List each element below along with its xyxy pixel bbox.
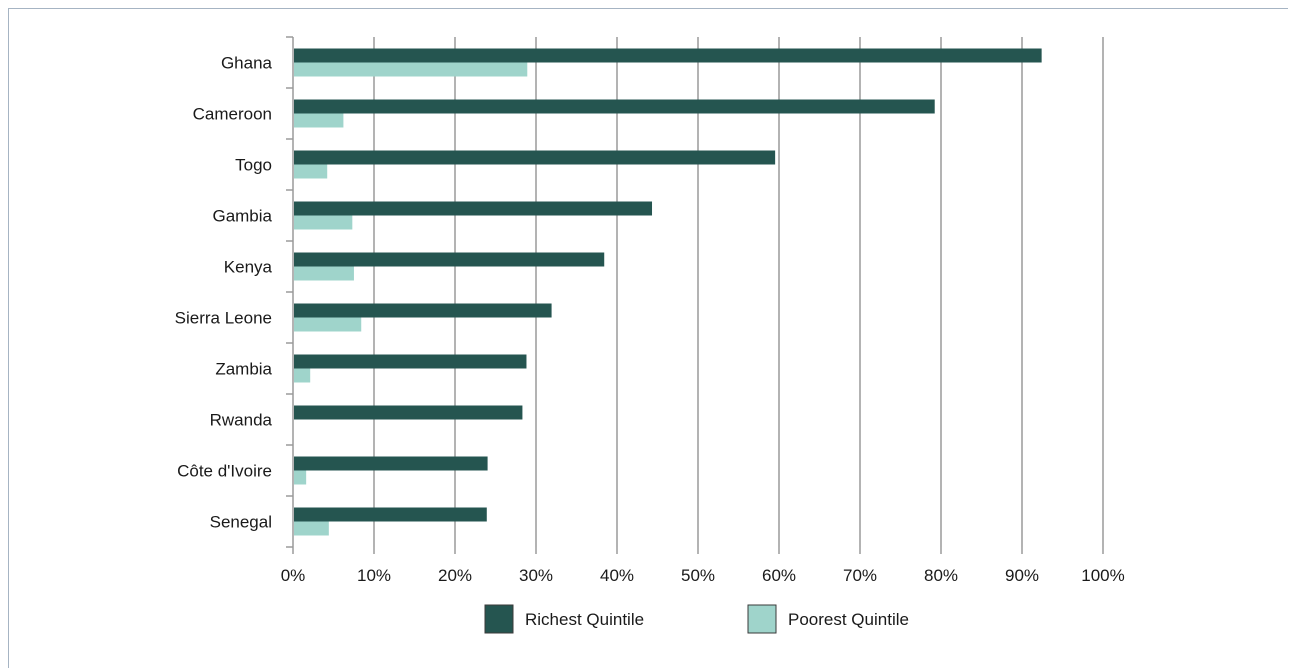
category-label: Zambia xyxy=(215,360,272,379)
bar-richest xyxy=(294,456,488,471)
gridlines xyxy=(373,37,1104,547)
x-tick-label: 10% xyxy=(357,566,391,585)
x-tick-label: 60% xyxy=(762,566,796,585)
category-labels: Ghana Cameroon Togo Gambia Kenya Sierra Leone… xyxy=(175,54,273,532)
bar-poorest xyxy=(294,62,528,77)
x-tick-label: 50% xyxy=(681,566,715,585)
legend-label-richest: Richest Quintile xyxy=(525,610,644,629)
bar-richest xyxy=(294,405,523,420)
bar-richest xyxy=(294,99,935,114)
x-tick-label: 20% xyxy=(438,566,472,585)
x-tick-label: 100% xyxy=(1081,566,1124,585)
bar-richest xyxy=(294,201,653,216)
bar-richest xyxy=(294,252,605,267)
category-label: Togo xyxy=(235,156,272,175)
x-tick-label: 30% xyxy=(519,566,553,585)
category-label: Kenya xyxy=(224,258,273,277)
bar-richest xyxy=(294,150,776,165)
bar-poorest xyxy=(294,215,353,230)
bar-poorest xyxy=(294,113,344,128)
bar-poorest xyxy=(294,470,307,485)
legend-label-poorest: Poorest Quintile xyxy=(788,610,909,629)
axes xyxy=(286,36,1104,554)
category-label: Senegal xyxy=(210,513,272,532)
category-label: Ghana xyxy=(221,54,273,73)
category-label: Sierra Leone xyxy=(175,309,272,328)
x-tick-label: 80% xyxy=(924,566,958,585)
legend-swatch-richest xyxy=(484,604,514,634)
bar-poorest xyxy=(294,521,329,536)
bar-richest xyxy=(294,354,527,369)
bar-richest xyxy=(294,303,552,318)
x-tick-label: 90% xyxy=(1005,566,1039,585)
x-tick-label: 0% xyxy=(281,566,306,585)
category-label: Gambia xyxy=(212,207,272,226)
bar-poorest xyxy=(294,266,354,281)
bar-poorest xyxy=(294,317,362,332)
category-label: Rwanda xyxy=(210,411,273,430)
bar-poorest xyxy=(294,368,311,383)
bars xyxy=(294,48,1042,536)
x-tick-label: 70% xyxy=(843,566,877,585)
bar-richest xyxy=(294,507,487,522)
chart-frame xyxy=(8,8,1288,668)
x-tick-labels: 0% 10% 20% 30% 40% 50% 60% 70% 80% 90% 100% xyxy=(281,566,1125,585)
legend: Richest Quintile Poorest Quintile xyxy=(484,604,909,634)
bar-richest xyxy=(294,48,1042,63)
bar-poorest xyxy=(294,164,328,179)
x-tick-label: 40% xyxy=(600,566,634,585)
category-label: Cameroon xyxy=(193,105,272,124)
category-label: Côte d'Ivoire xyxy=(177,462,272,481)
legend-swatch-poorest xyxy=(747,604,777,634)
